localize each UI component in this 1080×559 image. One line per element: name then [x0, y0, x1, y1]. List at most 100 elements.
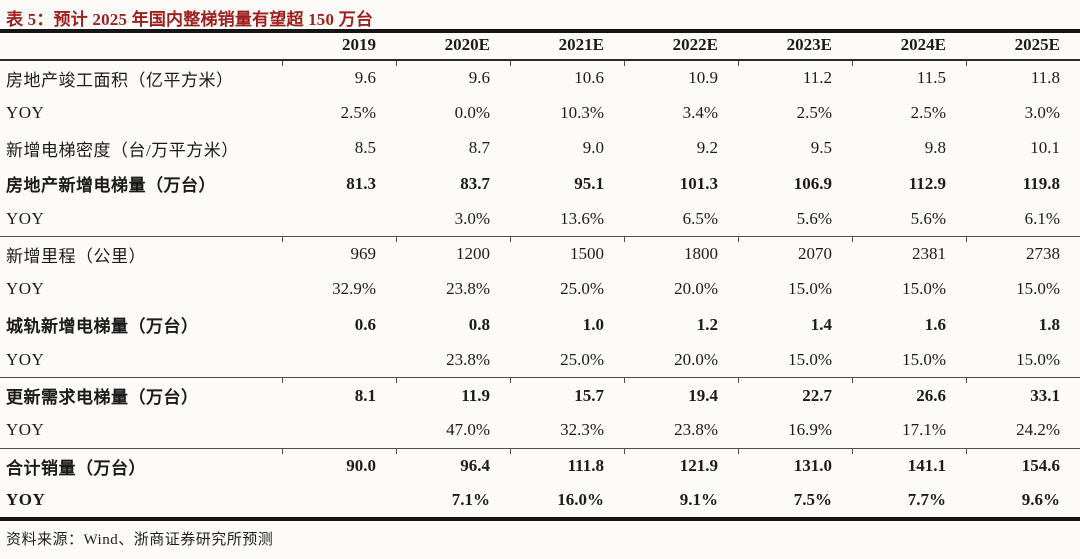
table-header: 2019 2020E 2021E 2022E 2023E 2024E 2025E — [0, 31, 1080, 61]
value-cell: 5.6% — [796, 208, 832, 228]
value-cell: 9.0 — [582, 138, 604, 158]
column-header: 2022E — [624, 31, 738, 61]
value-cell: 15.0% — [902, 349, 946, 369]
value-cell: 2070 — [738, 235, 852, 272]
value-cell: 23.8% — [446, 279, 490, 299]
value-cell: 1.0 — [582, 314, 604, 334]
row-label: YOY — [6, 349, 45, 369]
column-header: 2021E — [510, 31, 624, 61]
value-cell: 8.1 — [282, 377, 396, 413]
column-header: 2019 — [282, 31, 396, 61]
value-cell: 2.5% — [340, 102, 376, 122]
value-cell: 8.5 — [354, 138, 376, 158]
column-header: 2020E — [396, 31, 510, 61]
value-cell: 83.7 — [460, 173, 490, 193]
row-label: 合计销量（万台） — [0, 447, 282, 484]
value-cell: 81.3 — [346, 173, 376, 193]
row-label: 房地产竣工面积（亿平方米） — [6, 70, 234, 90]
row-label: YOY — [6, 102, 45, 122]
row-label: 房地产新增电梯量（万台） — [6, 176, 216, 196]
value-cell: 119.8 — [1022, 173, 1060, 193]
table-row: 新增电梯密度（台/万平方米） 8.5 8.7 9.0 9.2 9.5 9.8 10.1 — [0, 131, 1080, 166]
value-cell: 154.6 — [966, 447, 1080, 484]
value-cell: 23.8% — [674, 420, 718, 440]
row-label-header — [0, 31, 282, 61]
value-cell: 23.8% — [446, 349, 490, 369]
value-cell: 2.5% — [910, 102, 946, 122]
value-cell: 1800 — [624, 235, 738, 272]
source-note: 资料来源：Wind、浙商证券研究所预测 — [6, 531, 274, 548]
elevator-sales-forecast-table: 2019 2020E 2021E 2022E 2023E 2024E 2025E 房地产竣工… — [0, 29, 1080, 521]
row-label: YOY — [6, 420, 45, 440]
value-cell: 10.1 — [1030, 138, 1060, 158]
value-cell: 32.9% — [332, 279, 376, 299]
table-row: YOY 7.1% 16.0% 9.1% 7.5% 7.7% 9.6% — [0, 484, 1080, 519]
value-cell: 9.2 — [696, 138, 718, 158]
value-cell: 2738 — [966, 235, 1080, 272]
table-row: YOY 23.8% 25.0% 20.0% 15.0% 15.0% 15.0% — [0, 342, 1080, 377]
value-cell — [282, 342, 396, 377]
table-row: 房地产竣工面积（亿平方米） 9.6 9.6 10.6 10.9 11.2 11.5 11.8 — [0, 60, 1080, 96]
column-header: 2025E — [966, 31, 1080, 61]
value-cell: 3.4% — [682, 102, 718, 122]
table-row: YOY 3.0% 13.6% 6.5% 5.6% 5.6% 6.1% — [0, 201, 1080, 236]
value-cell: 13.6% — [560, 208, 604, 228]
row-label: 城轨新增电梯量（万台） — [6, 317, 199, 337]
value-cell: 20.0% — [674, 279, 718, 299]
value-cell: 25.0% — [560, 279, 604, 299]
value-cell: 969 — [282, 235, 396, 272]
value-cell: 90.0 — [282, 447, 396, 484]
row-label: YOY — [6, 279, 45, 299]
table-row: 城轨新增电梯量（万台） 0.6 0.8 1.0 1.2 1.4 1.6 1.8 — [0, 307, 1080, 342]
row-label: 更新需求电梯量（万台） — [0, 377, 282, 413]
value-cell: 1.8 — [1038, 314, 1060, 334]
row-label: 新增电梯密度（台/万平方米） — [6, 140, 239, 160]
value-cell: 2.5% — [796, 102, 832, 122]
value-cell: 9.5 — [810, 138, 832, 158]
value-cell: 141.1 — [852, 447, 966, 484]
row-label: 新增里程（公里） — [0, 235, 282, 272]
value-cell: 112.9 — [908, 173, 946, 193]
table-row: YOY 2.5% 0.0% 10.3% 3.4% 2.5% 2.5% 3.0% — [0, 95, 1080, 130]
value-cell: 47.0% — [446, 420, 490, 440]
value-cell: 11.9 — [396, 377, 510, 413]
value-cell: 22.7 — [738, 377, 852, 413]
value-cell: 7.1% — [451, 490, 490, 510]
value-cell: 96.4 — [396, 447, 510, 484]
value-cell: 15.0% — [902, 279, 946, 299]
value-cell: 6.5% — [682, 208, 718, 228]
row-label: YOY — [6, 490, 46, 510]
value-cell: 101.3 — [679, 173, 718, 193]
value-cell: 3.0% — [1024, 102, 1060, 122]
value-cell: 9.6 — [282, 60, 396, 96]
value-cell: 16.9% — [788, 420, 832, 440]
value-cell: 131.0 — [738, 447, 852, 484]
value-cell: 1.4 — [810, 314, 832, 334]
value-cell: 1.6 — [924, 314, 946, 334]
value-cell: 16.0% — [557, 490, 604, 510]
value-cell — [282, 484, 396, 519]
value-cell: 8.7 — [468, 138, 490, 158]
value-cell — [282, 201, 396, 236]
value-cell: 19.4 — [624, 377, 738, 413]
table-row: 合计销量（万台） 90.0 96.4 111.8 121.9 131.0 141.1 154.… — [0, 447, 1080, 484]
value-cell: 106.9 — [793, 173, 832, 193]
value-cell: 15.0% — [788, 279, 832, 299]
value-cell: 1.2 — [696, 314, 718, 334]
value-cell: 95.1 — [574, 173, 604, 193]
value-cell: 7.7% — [907, 490, 946, 510]
table-row: YOY 47.0% 32.3% 23.8% 16.9% 17.1% 24.2% — [0, 413, 1080, 448]
value-cell: 3.0% — [454, 208, 490, 228]
value-cell: 10.9 — [624, 60, 738, 96]
table-row: 新增里程（公里） 969 1200 1500 1800 2070 2381 2738 — [0, 235, 1080, 272]
value-cell: 111.8 — [510, 447, 624, 484]
table-row: 房地产新增电梯量（万台） 81.3 83.7 95.1 101.3 106.9 112.9 1… — [0, 166, 1080, 201]
value-cell: 121.9 — [624, 447, 738, 484]
value-cell: 17.1% — [902, 420, 946, 440]
value-cell: 0.0% — [454, 102, 490, 122]
value-cell: 2381 — [852, 235, 966, 272]
value-cell: 6.1% — [1024, 208, 1060, 228]
value-cell: 24.2% — [1016, 420, 1060, 440]
value-cell: 9.6% — [1021, 490, 1060, 510]
